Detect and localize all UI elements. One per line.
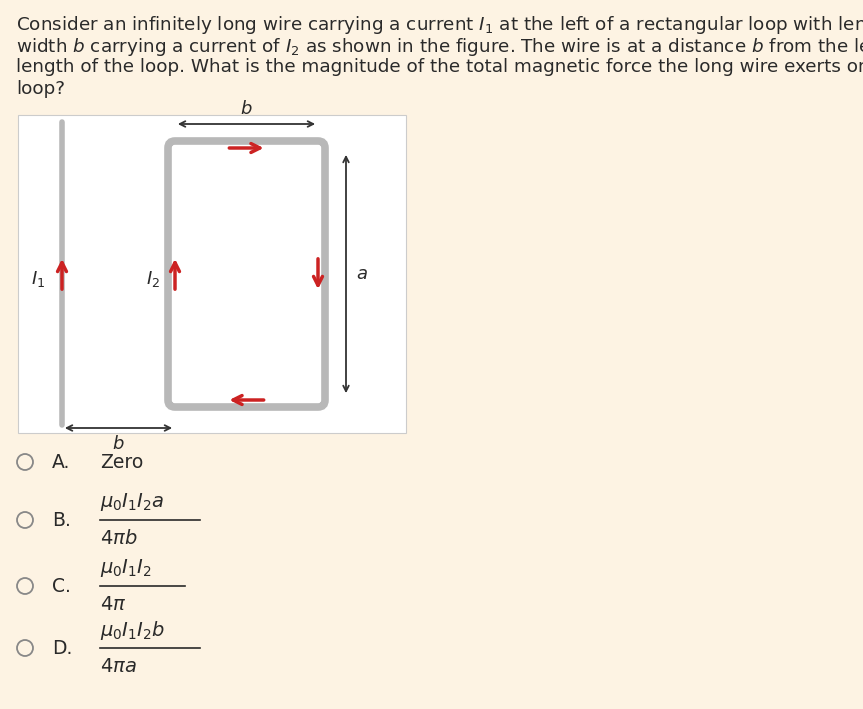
Text: $b$: $b$ [112,435,125,453]
Text: A.: A. [52,452,71,471]
Text: $4\pi$: $4\pi$ [100,595,126,613]
Text: $4\pi a$: $4\pi a$ [100,657,137,676]
Text: $I_2$: $I_2$ [146,269,160,289]
Text: $a$: $a$ [356,265,368,283]
Text: length of the loop. What is the magnitude of the total magnetic force the long w: length of the loop. What is the magnitud… [16,58,863,76]
Text: D.: D. [52,639,72,657]
Text: width $b$ carrying a current of $I_2$ as shown in the figure. The wire is at a d: width $b$ carrying a current of $I_2$ as… [16,36,863,58]
Text: C.: C. [52,576,71,596]
FancyBboxPatch shape [168,141,325,407]
Text: $I_1$: $I_1$ [31,269,45,289]
Text: $\mu_0 I_1 I_2$: $\mu_0 I_1 I_2$ [100,557,152,579]
Text: $4\pi b$: $4\pi b$ [100,528,137,547]
Text: Consider an infinitely long wire carrying a current $I_1$ at the left of a recta: Consider an infinitely long wire carryin… [16,14,863,36]
Text: loop?: loop? [16,80,65,98]
Text: $\mu_0 I_1 I_2 a$: $\mu_0 I_1 I_2 a$ [100,491,165,513]
Text: B.: B. [52,510,71,530]
Text: Zero: Zero [100,452,143,471]
Text: $b$: $b$ [240,100,253,118]
Text: $\mu_0 I_1 I_2 b$: $\mu_0 I_1 I_2 b$ [100,618,166,642]
FancyBboxPatch shape [18,115,406,433]
